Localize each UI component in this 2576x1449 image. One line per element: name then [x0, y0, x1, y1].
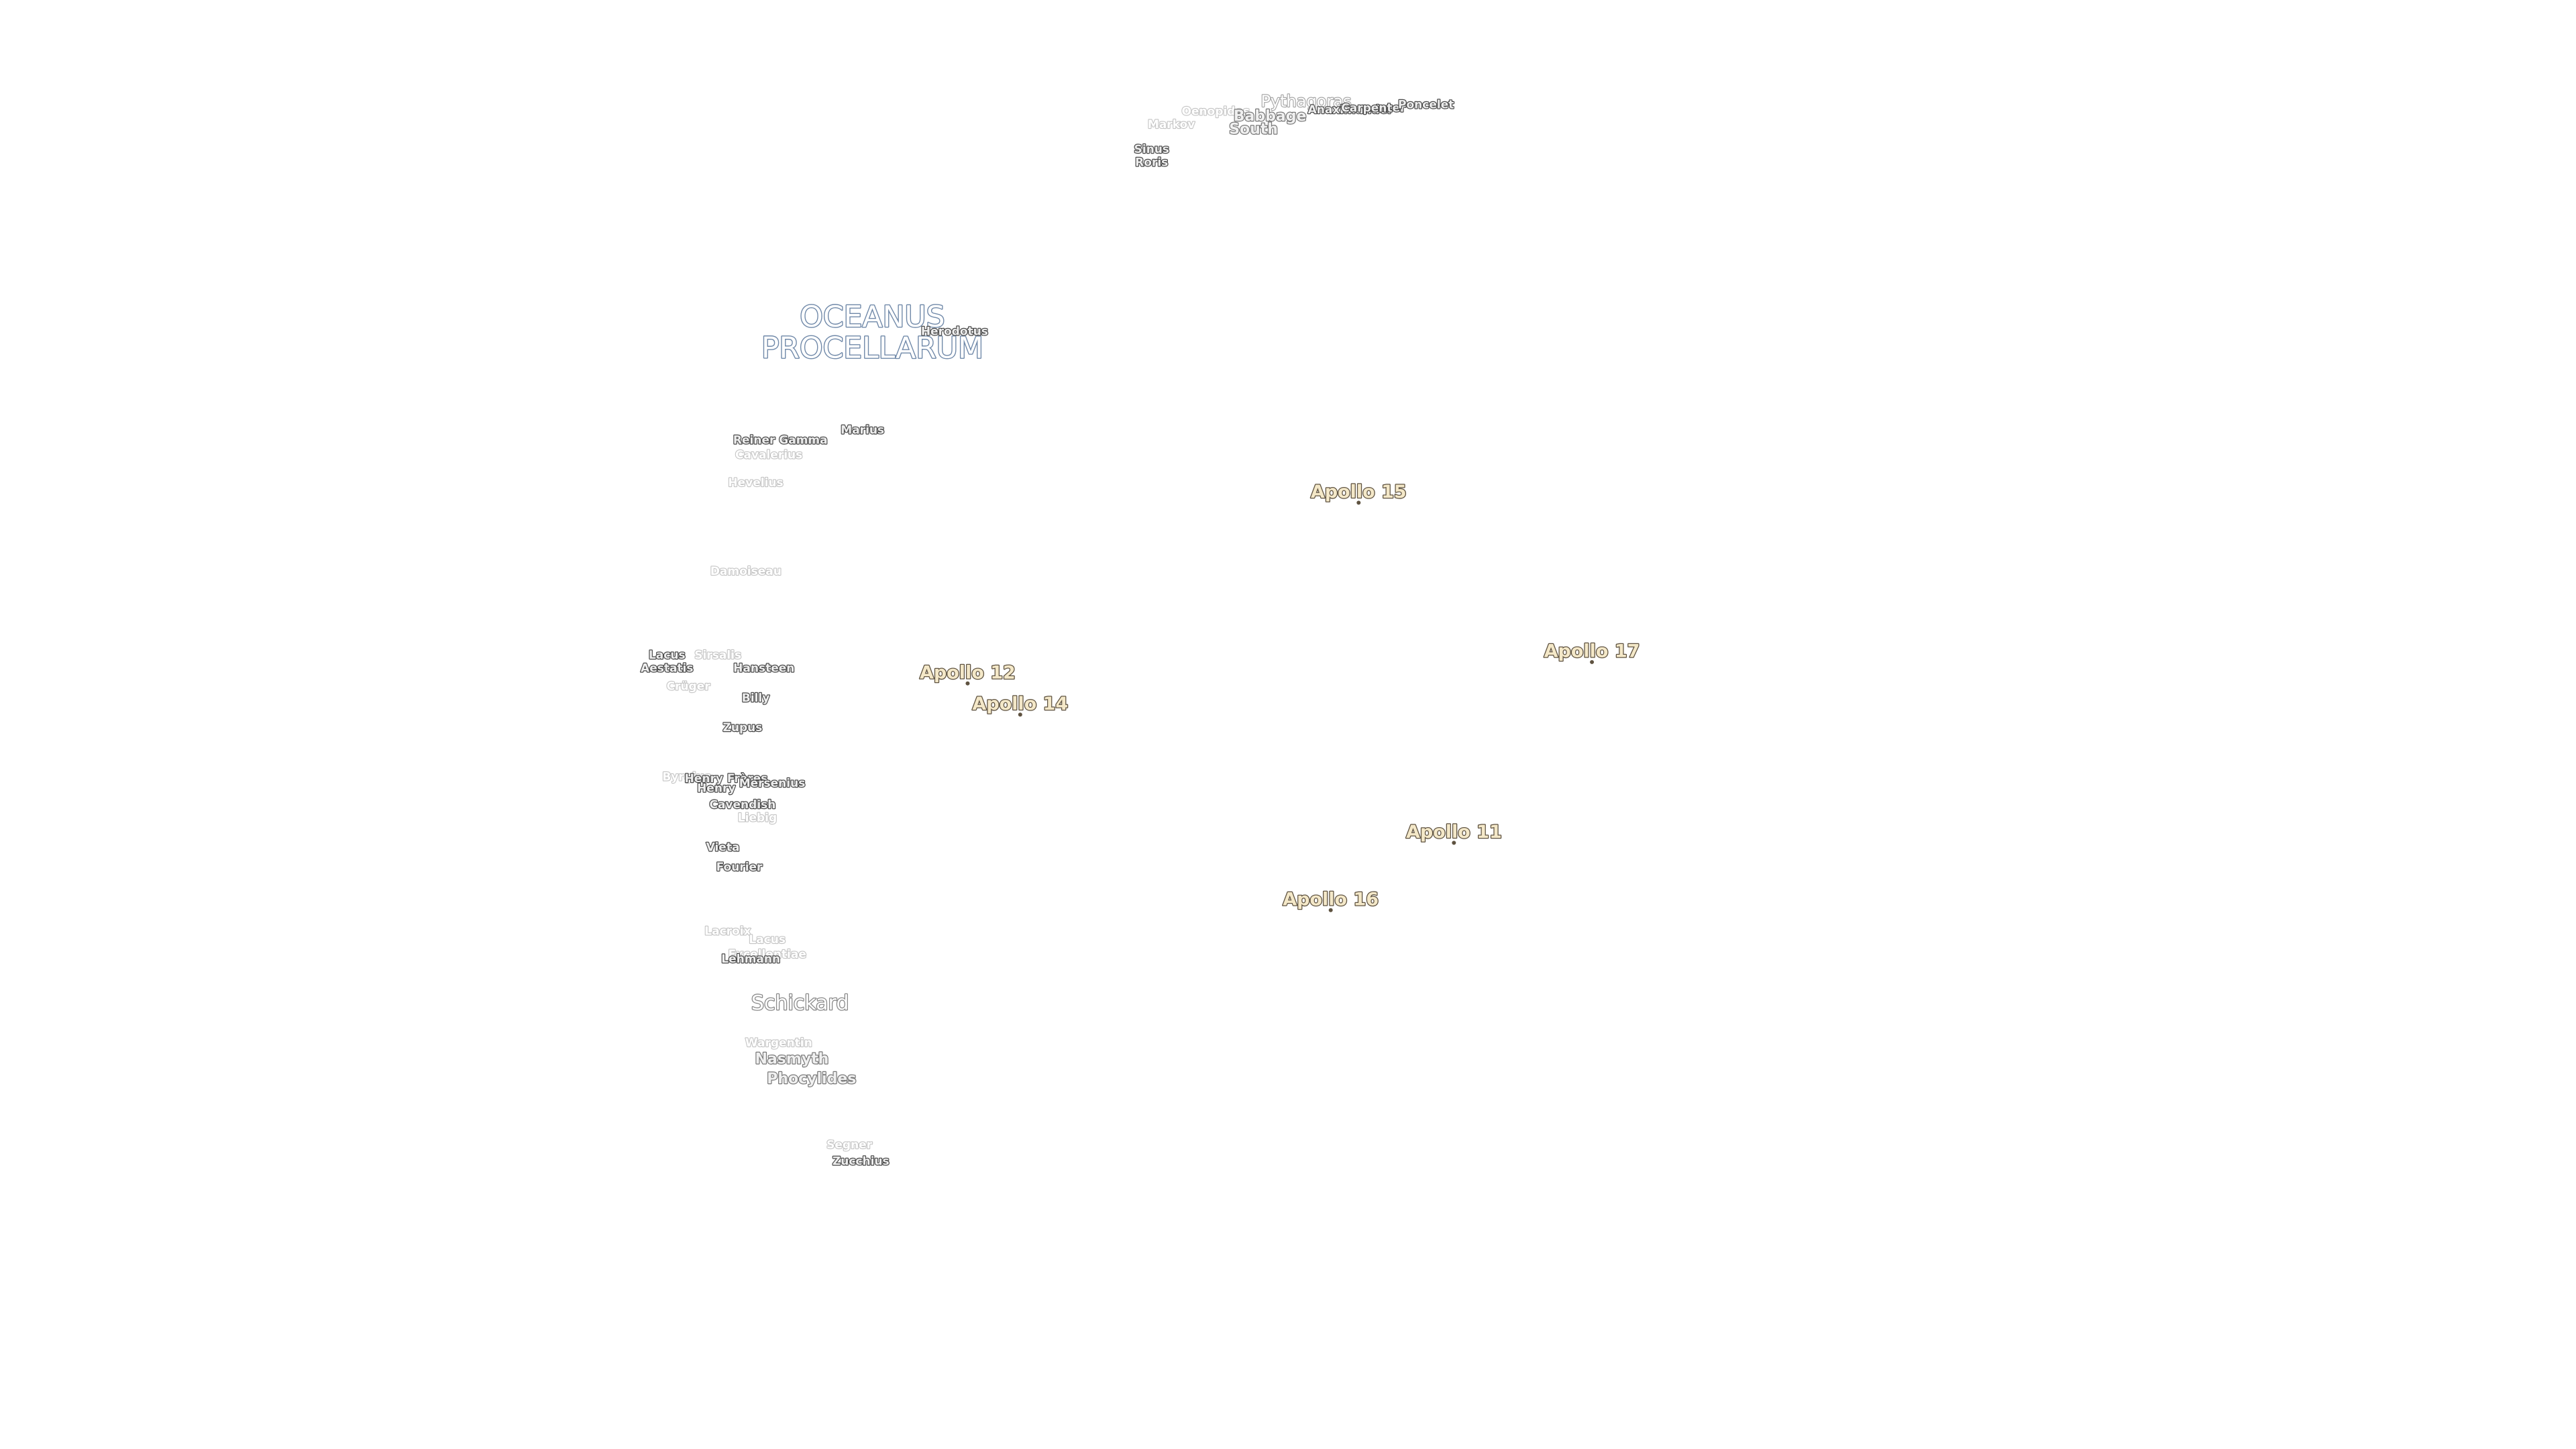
map-label: Hansteen — [733, 662, 794, 676]
map-label: Markov — [1148, 118, 1195, 131]
map-label: Roris — [1135, 156, 1168, 169]
landing-site — [1590, 659, 1595, 664]
landing-site — [1452, 841, 1456, 845]
map-label: Vieta — [706, 841, 740, 855]
apollo-label: Apollo 16 — [1283, 890, 1379, 910]
map-label: Aestatis — [641, 662, 693, 676]
apollo-label: Apollo 17 — [1544, 641, 1640, 662]
map-label: Damoiseau — [710, 565, 782, 578]
map-label: Segner — [826, 1138, 873, 1152]
map-label: Crüger — [667, 680, 711, 694]
map-label: Byrgius — [662, 770, 711, 784]
map-label: Lacroix — [704, 925, 751, 938]
map-label: Henry Frères — [685, 772, 768, 786]
map-label: Cavalerius — [735, 448, 802, 462]
map-label: Pythagoras — [1260, 92, 1351, 111]
map-label: Phocylides — [767, 1071, 856, 1087]
map-label: Lacus — [749, 933, 786, 947]
map-label: Zupus — [723, 721, 763, 735]
apollo-label: Apollo 14 — [972, 694, 1068, 714]
map-label: Schickard — [751, 991, 849, 1015]
map-label: Mersenius — [739, 777, 806, 790]
landing-site — [1018, 712, 1022, 717]
landing-site — [1328, 908, 1333, 912]
map-label: South — [1229, 121, 1278, 138]
map-label: Nasmyth — [755, 1051, 829, 1068]
apollo-label: Apollo 15 — [1311, 482, 1407, 502]
map-label: Billy — [742, 692, 770, 705]
map-label: Oenopides — [1181, 105, 1250, 119]
apollo-label: Apollo 12 — [920, 663, 1016, 684]
map-label: Lacus — [649, 649, 686, 662]
map-label: Herodotus — [921, 325, 988, 339]
map-label: Cavendish — [709, 798, 775, 812]
map-label: Poncelet — [1398, 99, 1454, 112]
map-label: Anaximander — [1308, 103, 1394, 117]
map-label: Babbage — [1234, 108, 1307, 125]
map-label: Henry — [697, 782, 735, 796]
map-label: PROCELLARUM — [761, 331, 983, 366]
map-label: OCEANUS — [800, 300, 945, 334]
map-label: Reiner Gamma — [733, 433, 828, 447]
map-label: Zucchius — [833, 1155, 890, 1168]
map-label: Wargentin — [745, 1036, 812, 1050]
landing-site — [1356, 500, 1361, 505]
map-label: Excellentiae — [728, 948, 806, 961]
map-label: Hevelius — [728, 476, 783, 490]
map-label: Liebig — [738, 812, 777, 825]
map-label: Carpenter — [1341, 102, 1406, 115]
map-label: Sirsalis — [694, 649, 741, 662]
map-label: Sinus — [1134, 143, 1169, 156]
landing-site — [965, 681, 970, 686]
map-label: Lehmann — [721, 953, 780, 966]
map-label: Fourier — [716, 861, 763, 874]
apollo-label: Apollo 11 — [1406, 822, 1502, 843]
map-label: Marius — [841, 424, 884, 437]
